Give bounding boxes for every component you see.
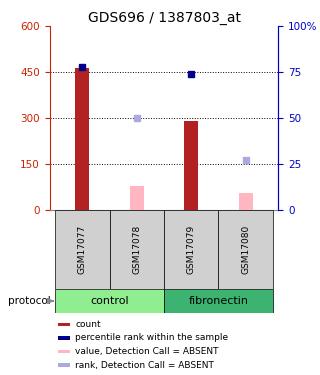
- Bar: [58, 322, 70, 326]
- Text: value, Detection Call = ABSENT: value, Detection Call = ABSENT: [75, 347, 219, 356]
- Bar: [164, 289, 273, 313]
- Bar: [239, 193, 252, 210]
- Bar: [109, 210, 164, 289]
- Bar: [58, 363, 70, 367]
- Text: percentile rank within the sample: percentile rank within the sample: [75, 333, 228, 342]
- Bar: [76, 68, 89, 210]
- Bar: [58, 336, 70, 340]
- Text: GSM17077: GSM17077: [78, 225, 87, 274]
- Text: rank, Detection Call = ABSENT: rank, Detection Call = ABSENT: [75, 361, 214, 370]
- Text: GSM17080: GSM17080: [241, 225, 250, 274]
- Bar: [58, 350, 70, 353]
- Text: control: control: [90, 296, 129, 306]
- Bar: [55, 210, 109, 289]
- Bar: [55, 289, 164, 313]
- Text: GSM17078: GSM17078: [132, 225, 141, 274]
- Text: GSM17079: GSM17079: [187, 225, 196, 274]
- Text: protocol: protocol: [8, 296, 51, 306]
- Bar: [184, 121, 198, 210]
- Title: GDS696 / 1387803_at: GDS696 / 1387803_at: [87, 11, 241, 25]
- Bar: [164, 210, 219, 289]
- Bar: [130, 186, 144, 210]
- Bar: [219, 210, 273, 289]
- Text: count: count: [75, 320, 101, 329]
- Text: fibronectin: fibronectin: [188, 296, 248, 306]
